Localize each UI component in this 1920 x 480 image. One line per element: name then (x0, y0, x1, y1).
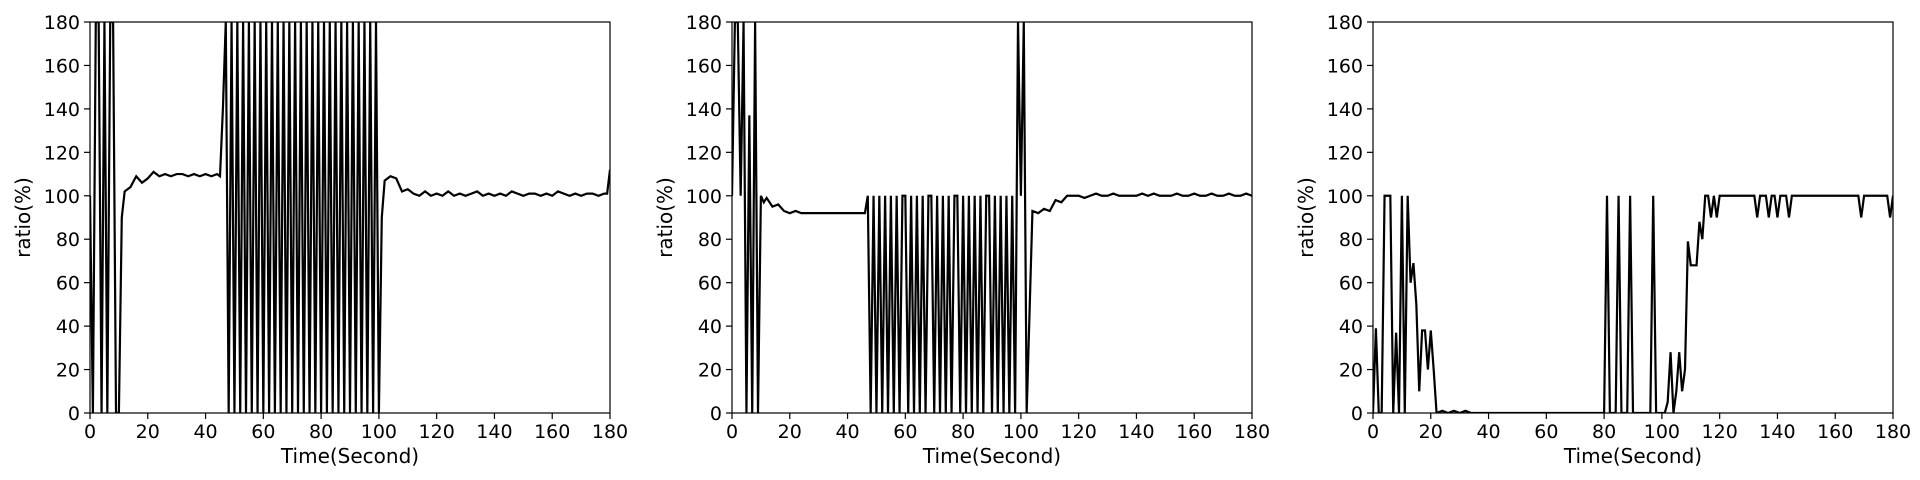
y-tick-label: 160 (44, 55, 80, 77)
y-tick-label: 80 (56, 229, 80, 251)
y-tick-label: 100 (44, 186, 80, 208)
y-tick-label: 40 (1339, 316, 1363, 338)
x-tick-label: 0 (84, 421, 96, 443)
y-tick-label: 140 (44, 99, 80, 121)
y-tick-label: 120 (686, 142, 722, 164)
series-line-1 (1373, 194, 1893, 413)
y-tick-label: 100 (1327, 186, 1363, 208)
y-tick-label: 20 (698, 360, 722, 382)
y-tick-label: 160 (686, 55, 722, 77)
y-tick-label: 120 (44, 142, 80, 164)
x-tick-label: 40 (1476, 421, 1500, 443)
x-tick-label: 40 (835, 421, 859, 443)
x-tick-label: 160 (1176, 421, 1212, 443)
x-tick-label: 80 (309, 421, 333, 443)
y-tick-label: 80 (698, 229, 722, 251)
y-tick-label: 60 (698, 273, 722, 295)
x-tick-label: 180 (592, 421, 628, 443)
y-tick-label: 20 (1339, 360, 1363, 382)
y-tick-label: 0 (1351, 403, 1363, 425)
y-tick-label: 180 (1327, 12, 1363, 34)
y-tick-label: 0 (710, 403, 722, 425)
plot-frame (89, 21, 611, 414)
y-tick-label: 180 (44, 12, 80, 34)
y-axis-label: ratio(%) (653, 177, 677, 258)
chart-panel-3: 0 20 40 60 80 100 120 140 160 180 0 20 40 60 80 100 120 1… (1294, 12, 1911, 468)
y-tick-label: 140 (1327, 99, 1363, 121)
y-tick-label: 60 (1339, 273, 1363, 295)
chart-panel-2: 0 20 40 60 80 100 120 140 160 180 0 20 40 60 80 100 120 1… (653, 12, 1270, 468)
x-axis-label: Time(Second) (922, 444, 1061, 468)
y-axis-label: ratio(%) (11, 177, 35, 258)
y-tick-label: 180 (686, 12, 722, 34)
y-tick-label: 40 (56, 316, 80, 338)
x-tick-label: 40 (193, 421, 217, 443)
y-tick-label: 60 (56, 273, 80, 295)
x-axis-label: Time(Second) (1563, 444, 1702, 468)
x-tick-label: 160 (1817, 421, 1853, 443)
series-line-1 (90, 22, 610, 413)
plot-frame (731, 21, 1253, 414)
x-tick-label: 20 (1419, 421, 1443, 443)
x-tick-label: 140 (1759, 421, 1795, 443)
y-tick-label: 20 (56, 360, 80, 382)
x-tick-label: 100 (1003, 421, 1039, 443)
x-tick-label: 60 (251, 421, 275, 443)
y-tick-label: 40 (698, 316, 722, 338)
y-tick-label: 0 (68, 403, 80, 425)
y-tick-label: 120 (1327, 142, 1363, 164)
x-tick-label: 160 (534, 421, 570, 443)
x-tick-label: 100 (361, 421, 397, 443)
x-tick-label: 120 (1702, 421, 1738, 443)
y-tick-label: 100 (686, 186, 722, 208)
x-tick-label: 0 (1367, 421, 1379, 443)
y-tick-label: 80 (1339, 229, 1363, 251)
chart-panel-1: 0 20 40 60 80 100 120 140 160 180 0 20 40 60 80 100 120 1… (11, 12, 628, 468)
y-tick-label: 140 (686, 99, 722, 121)
x-tick-label: 140 (476, 421, 512, 443)
x-tick-label: 0 (726, 421, 738, 443)
x-tick-label: 80 (1592, 421, 1616, 443)
x-tick-label: 20 (136, 421, 160, 443)
x-tick-label: 80 (951, 421, 975, 443)
y-axis-label: ratio(%) (1294, 177, 1318, 258)
x-tick-label: 120 (419, 421, 455, 443)
series-line-1 (732, 22, 1252, 413)
x-tick-label: 100 (1644, 421, 1680, 443)
x-tick-label: 60 (1534, 421, 1558, 443)
plot-frame (1372, 21, 1894, 414)
x-tick-label: 120 (1061, 421, 1097, 443)
x-tick-label: 180 (1875, 421, 1911, 443)
x-tick-label: 140 (1118, 421, 1154, 443)
x-axis-label: Time(Second) (280, 444, 419, 468)
y-tick-label: 160 (1327, 55, 1363, 77)
x-tick-label: 180 (1234, 421, 1270, 443)
x-tick-label: 60 (893, 421, 917, 443)
x-tick-label: 20 (778, 421, 802, 443)
